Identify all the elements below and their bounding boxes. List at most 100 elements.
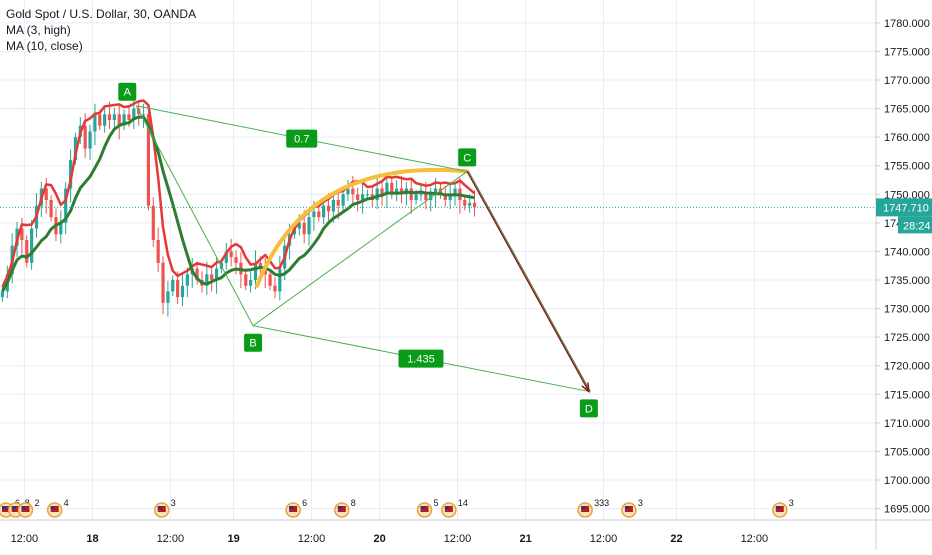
candle-body <box>322 205 326 218</box>
candle-body <box>210 274 214 280</box>
candle-body <box>59 222 63 235</box>
candle-body <box>346 188 350 195</box>
point-a-label: A <box>118 82 137 101</box>
candle-body <box>224 251 228 263</box>
ma-close-line <box>1 115 475 293</box>
candle-body <box>448 194 452 200</box>
point-c-label-text: C <box>463 152 471 164</box>
candle-body <box>463 200 467 206</box>
candle-body <box>419 194 423 196</box>
candle-body <box>180 285 185 298</box>
candle-body <box>341 194 345 206</box>
candle-body <box>171 280 175 292</box>
candle-body <box>360 194 365 200</box>
candle-body <box>472 202 477 208</box>
event-marker: 6 <box>285 498 307 518</box>
candle-body <box>273 285 277 292</box>
candle-body <box>93 114 97 132</box>
event-count: 3 <box>789 498 794 508</box>
x-tick-label: 12:00 <box>444 533 472 545</box>
x-tick-label: 12:00 <box>741 533 769 545</box>
candle-body <box>20 228 24 240</box>
x-tick-label: 12:00 <box>590 533 618 545</box>
candle-body <box>307 217 311 235</box>
candle-body <box>424 194 428 200</box>
x-tick-label: 12:00 <box>298 533 326 545</box>
x-tick-label: 18 <box>86 533 98 545</box>
event-flag-canton <box>444 506 449 509</box>
candle-body <box>44 188 48 200</box>
candle-body <box>185 274 189 286</box>
candle-body <box>112 114 116 120</box>
y-tick-label: 1695.000 <box>884 504 930 516</box>
candle-body <box>229 251 233 258</box>
candle-body <box>195 268 199 280</box>
event-count: 333 <box>594 498 609 508</box>
candle-body <box>176 280 180 298</box>
event-marker: 3 <box>621 498 643 518</box>
candle-body <box>438 188 443 195</box>
event-count: 8 <box>351 498 356 508</box>
candle-body <box>317 211 321 218</box>
event-marker: 8 <box>334 498 356 518</box>
event-count: 3 <box>171 498 176 508</box>
grid <box>0 0 876 520</box>
event-markers: 682436851433333 <box>0 498 794 518</box>
event-count: 6 <box>302 498 307 508</box>
ratio-ac-label-text: 0.7 <box>294 134 309 146</box>
leg-ab <box>135 105 254 326</box>
candle-body <box>258 262 262 269</box>
candle-body <box>249 280 253 286</box>
arrowhead <box>581 382 590 394</box>
event-count: 14 <box>458 498 468 508</box>
y-tick-label: 1730.000 <box>884 304 930 316</box>
y-tick-label: 1760.000 <box>884 132 930 144</box>
y-tick-label: 1770.000 <box>884 75 930 87</box>
event-flag-canton <box>337 506 342 509</box>
event-flag-canton <box>11 506 16 509</box>
event-flag-canton <box>581 506 586 509</box>
ratio-bd-label-text: 1.435 <box>407 354 435 366</box>
event-flag-canton <box>157 506 162 509</box>
legend-title: Gold Spot / U.S. Dollar, 30, OANDA <box>6 7 197 21</box>
candle-body <box>0 291 5 298</box>
price-tag-text: 1747.710 <box>883 202 929 214</box>
y-tick-label: 1740.000 <box>884 246 930 258</box>
candle-body <box>88 131 92 149</box>
event-marker: 14 <box>441 498 468 518</box>
candle-body <box>98 114 102 126</box>
event-flag-canton <box>289 506 294 509</box>
leg-cd <box>466 171 590 392</box>
point-b-label: B <box>244 333 263 352</box>
candle-body <box>278 268 282 292</box>
candle-body <box>83 125 87 149</box>
event-marker: 2 <box>17 498 39 518</box>
y-tick-label: 1735.000 <box>884 275 930 287</box>
candle-body <box>107 114 112 120</box>
ratio-ac-label: 0.7 <box>286 129 318 148</box>
event-flag-canton <box>21 506 26 509</box>
candle-body <box>122 114 126 126</box>
y-tick-label: 1715.000 <box>884 389 930 401</box>
x-tick-label: 21 <box>519 533 531 545</box>
candle-body <box>395 188 399 195</box>
candle-body <box>146 114 151 206</box>
candle-body <box>127 114 131 120</box>
event-count: 4 <box>64 498 69 508</box>
price-tag-bg <box>876 198 932 217</box>
candle-body <box>244 274 248 286</box>
candles <box>0 96 477 317</box>
ma-high-line <box>1 99 476 288</box>
point-a-label-bg <box>118 82 137 101</box>
y-tick-label: 1750.000 <box>884 189 930 201</box>
event-flag-canton <box>50 506 55 509</box>
candle-body <box>141 114 146 116</box>
candle-body <box>64 188 68 223</box>
candle-body <box>132 108 136 120</box>
candle-body <box>375 188 379 200</box>
candle-body <box>433 188 438 195</box>
arc <box>255 167 470 288</box>
